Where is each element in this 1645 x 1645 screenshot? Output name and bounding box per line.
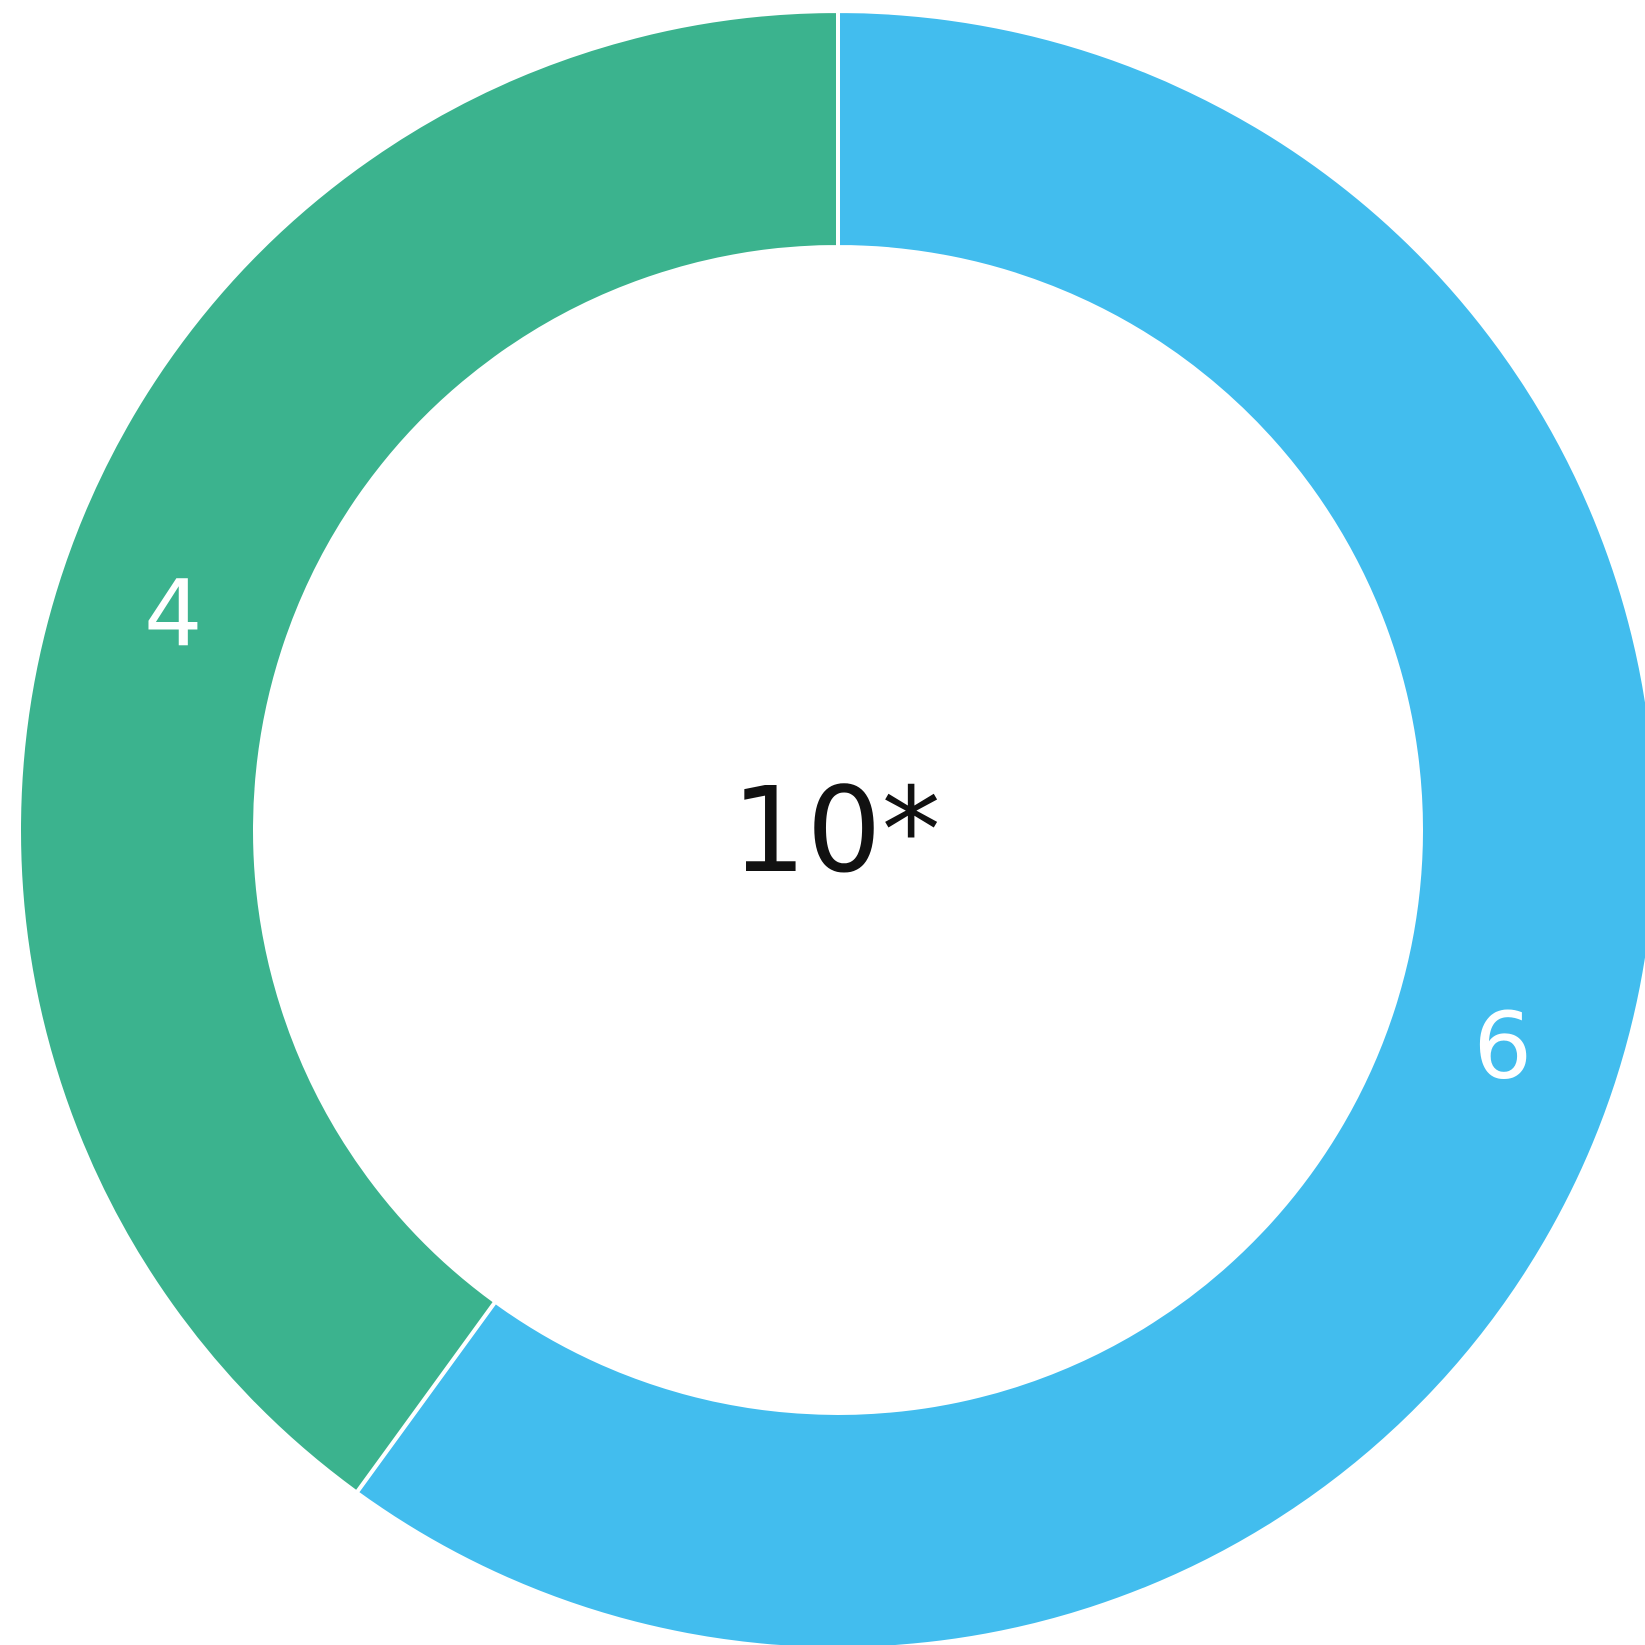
slice-value-label-6: 6 (1474, 993, 1533, 1100)
center-total-label: 10* (731, 761, 940, 899)
donut-slice-4 (17, 8, 840, 1496)
donut-slice-6 (353, 8, 1645, 1645)
slice-value-label-4: 4 (144, 560, 203, 667)
slices-layer (17, 8, 1645, 1645)
labels-layer: 64 (144, 560, 1532, 1099)
